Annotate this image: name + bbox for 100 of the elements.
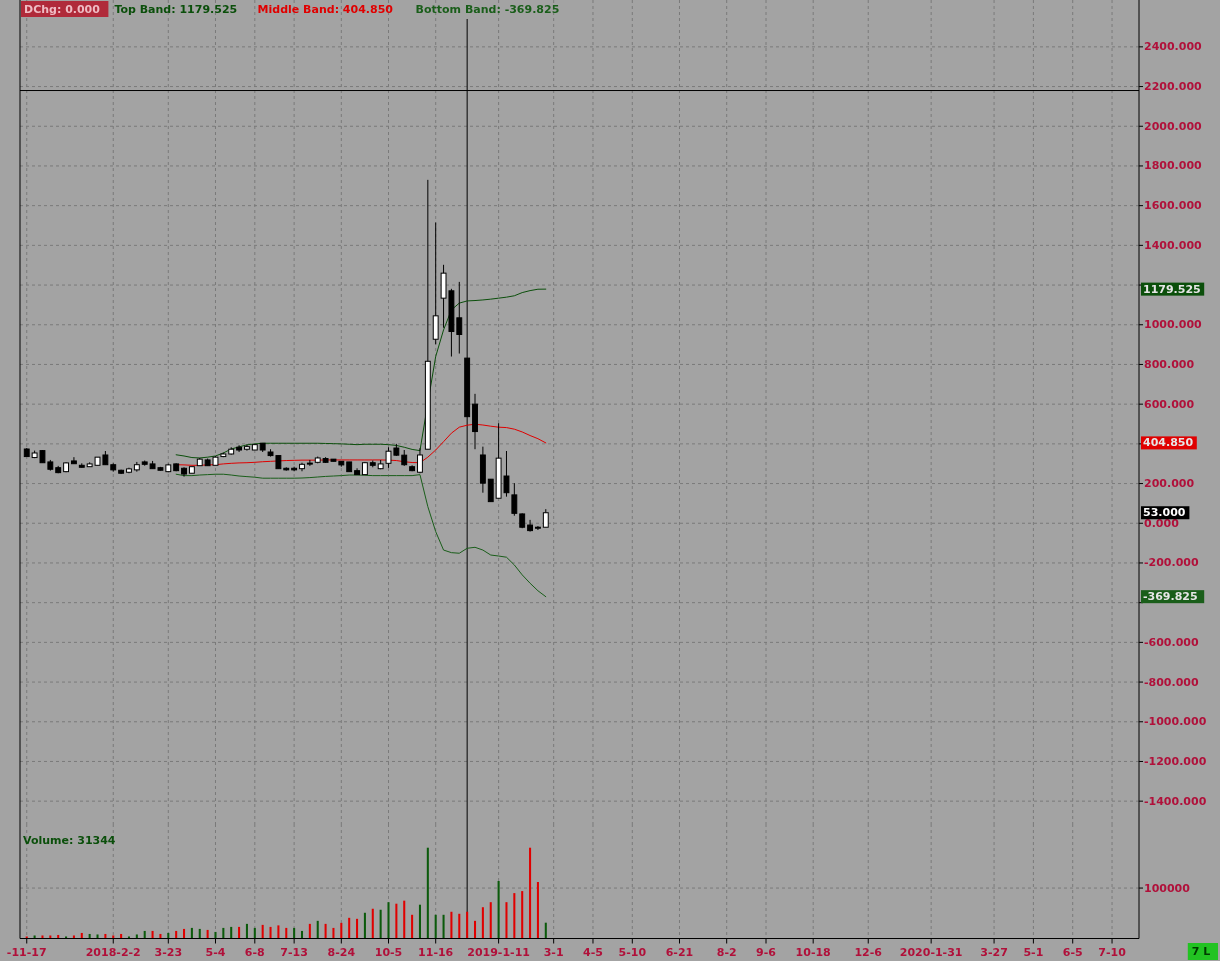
bar — [316, 920, 319, 939]
bar — [497, 881, 500, 939]
y-tick-label: 2400.000 — [1144, 40, 1203, 54]
bar — [481, 907, 484, 939]
bar — [411, 914, 414, 939]
x-tick-label: 2019-1-11 — [467, 946, 530, 959]
bar — [183, 928, 186, 939]
bar — [308, 923, 311, 939]
candlestick — [417, 447, 423, 474]
bar — [513, 893, 516, 939]
annotation: DChg: 0.000 — [24, 2, 101, 16]
x-tick-label: 2018-2-2 — [85, 946, 141, 959]
bar — [230, 926, 233, 939]
x-tick-label: 7-10 — [1098, 946, 1127, 959]
text: 7 L — [1191, 945, 1211, 958]
x-tick-label: 3-23 — [154, 946, 183, 959]
bar — [395, 903, 398, 939]
bar — [245, 923, 248, 939]
x-tick-label: 5-1 — [1023, 946, 1044, 959]
x-tick-label: 11-16 — [418, 946, 454, 959]
bar — [96, 934, 99, 939]
text: 1179.525 — [1143, 282, 1201, 296]
bar — [332, 927, 335, 939]
y-tick-label: 2200.000 — [1144, 80, 1203, 94]
bar — [261, 924, 264, 939]
x-tick-label: 8-24 — [327, 946, 356, 959]
text: Top Band: 1179.525 — [114, 2, 238, 16]
x-tick-label: 3-27 — [980, 946, 1008, 959]
bar — [466, 911, 469, 939]
bar — [222, 927, 225, 939]
candlestick — [487, 478, 494, 503]
y-tick-label: 800.000 — [1144, 357, 1195, 371]
line-series — [175, 288, 547, 459]
bar — [300, 930, 304, 939]
y-tick-label: 200.000 — [1144, 477, 1195, 491]
y-tick-label: 600.000 — [1144, 397, 1195, 411]
candlestick — [542, 508, 549, 528]
bar — [324, 923, 327, 939]
bar — [544, 922, 547, 939]
bar — [285, 927, 288, 939]
bar — [41, 935, 44, 939]
x-tick-label: 6-8 — [244, 946, 265, 959]
text: Middle Band: 404.850 — [257, 2, 394, 16]
x-tick-label: 4-5 — [583, 946, 603, 959]
y-tick-label: 2000.000 — [1144, 119, 1203, 133]
bar — [65, 936, 68, 939]
y-tick-label: -800.000 — [1144, 675, 1200, 689]
bar — [473, 920, 477, 939]
bar — [450, 911, 453, 939]
bar — [33, 935, 36, 939]
bar — [387, 902, 390, 939]
text: Volume: 31344 — [23, 833, 116, 847]
x-tick-label: 5-4 — [205, 946, 226, 959]
bar — [49, 935, 52, 939]
y-tick-label: -600.000 — [1144, 635, 1200, 649]
y-tick-label: 1600.000 — [1144, 199, 1203, 213]
bar — [403, 900, 406, 939]
bar — [238, 926, 241, 939]
y-tick-label: 1800.000 — [1144, 159, 1203, 173]
candlestick — [534, 525, 541, 531]
text: Bottom Band: -369.825 — [415, 2, 560, 16]
bar — [143, 930, 146, 939]
bar — [418, 904, 421, 939]
x-tick-label: 9-6 — [756, 946, 777, 959]
bar — [521, 891, 524, 939]
candlestick — [432, 222, 439, 345]
bar — [127, 936, 130, 939]
y-tick-label: -1200.000 — [1144, 754, 1207, 768]
bar — [371, 908, 374, 939]
bar — [80, 932, 83, 939]
y-tick-label: 1000.000 — [1144, 318, 1203, 332]
bar — [434, 914, 437, 939]
candlestick — [306, 459, 313, 467]
bar — [356, 918, 359, 939]
bar — [253, 927, 256, 939]
x-tick-label: 2020-1-31 — [899, 946, 963, 959]
x-tick-label: 10-5 — [374, 946, 403, 959]
bar — [175, 930, 178, 939]
x-tick-label: 7-13 — [280, 946, 308, 959]
bar — [379, 909, 382, 939]
bar — [167, 932, 170, 939]
bar — [340, 922, 343, 939]
bar — [112, 935, 115, 939]
y-tick-label: -1400.000 — [1144, 794, 1207, 808]
x-tick-label: 8-2 — [716, 946, 737, 959]
y-tick-label: 1400.000 — [1144, 238, 1203, 252]
x-tick-label: 10-18 — [795, 946, 831, 959]
candlestick — [511, 482, 518, 517]
text: 404.850 — [1143, 436, 1194, 450]
bar — [529, 847, 532, 939]
bar — [426, 847, 429, 939]
bar — [198, 928, 201, 939]
x-tick-label: 6-5 — [1062, 946, 1083, 959]
bar — [190, 927, 193, 939]
bar — [442, 914, 445, 939]
y-tick-label: -1000.000 — [1144, 715, 1207, 729]
x-tick-label: 5-10 — [618, 946, 647, 959]
bar — [25, 936, 28, 939]
x-tick-label: 3-1 — [543, 946, 564, 959]
x-tick-label: 12-6 — [854, 946, 883, 959]
